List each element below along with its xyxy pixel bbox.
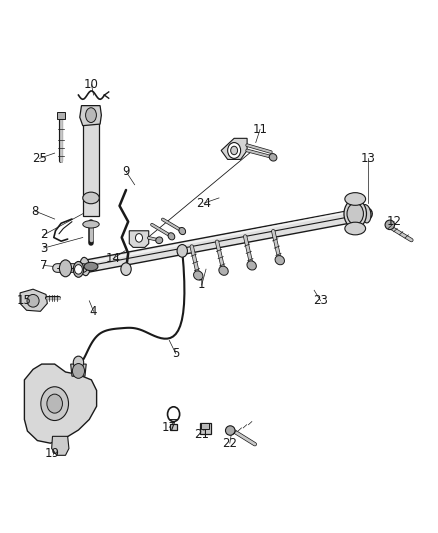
Ellipse shape: [83, 221, 99, 228]
Ellipse shape: [361, 205, 371, 223]
Bar: [200, 423, 211, 434]
Text: 19: 19: [45, 447, 60, 460]
Circle shape: [177, 245, 187, 257]
Bar: [201, 423, 209, 430]
Text: 24: 24: [196, 197, 212, 209]
Polygon shape: [71, 364, 86, 376]
Ellipse shape: [156, 237, 163, 244]
Text: 22: 22: [223, 437, 237, 450]
Circle shape: [228, 142, 240, 158]
Text: 4: 4: [90, 305, 97, 318]
Ellipse shape: [84, 262, 98, 271]
Text: 3: 3: [40, 241, 48, 255]
Text: 7: 7: [40, 259, 48, 272]
Ellipse shape: [344, 199, 367, 228]
Bar: [57, 112, 66, 119]
Ellipse shape: [85, 108, 96, 123]
Circle shape: [231, 146, 237, 155]
Text: 14: 14: [106, 252, 120, 265]
Text: 1: 1: [198, 278, 205, 292]
Bar: [83, 122, 99, 216]
Text: 11: 11: [253, 123, 268, 136]
Ellipse shape: [345, 222, 366, 235]
Text: 10: 10: [84, 78, 99, 91]
Ellipse shape: [60, 260, 71, 277]
Text: 23: 23: [313, 294, 328, 308]
Ellipse shape: [80, 257, 90, 276]
Polygon shape: [52, 437, 69, 455]
Bar: [170, 424, 177, 430]
Ellipse shape: [247, 261, 256, 270]
Text: 21: 21: [194, 427, 209, 441]
Ellipse shape: [385, 220, 395, 230]
Text: 13: 13: [361, 152, 376, 165]
Ellipse shape: [73, 262, 84, 277]
Polygon shape: [25, 364, 97, 443]
Polygon shape: [129, 231, 149, 247]
Ellipse shape: [345, 192, 366, 205]
Ellipse shape: [194, 271, 203, 280]
Circle shape: [41, 387, 68, 421]
Circle shape: [47, 394, 63, 413]
Text: 8: 8: [32, 205, 39, 217]
Ellipse shape: [27, 294, 39, 307]
Ellipse shape: [83, 192, 99, 204]
Circle shape: [135, 233, 142, 242]
Ellipse shape: [168, 233, 175, 240]
Polygon shape: [221, 139, 247, 159]
Text: 15: 15: [17, 294, 32, 308]
Circle shape: [121, 263, 131, 276]
Ellipse shape: [226, 426, 235, 435]
Text: 9: 9: [122, 165, 130, 178]
Text: 25: 25: [32, 152, 47, 165]
Polygon shape: [80, 106, 101, 126]
Ellipse shape: [275, 256, 284, 265]
Ellipse shape: [269, 154, 277, 161]
Ellipse shape: [347, 203, 364, 224]
Circle shape: [74, 264, 82, 274]
Ellipse shape: [179, 228, 186, 235]
Polygon shape: [20, 289, 47, 311]
Circle shape: [73, 356, 84, 369]
Text: 2: 2: [40, 228, 48, 241]
Text: 17: 17: [162, 421, 177, 434]
Text: 5: 5: [172, 347, 180, 360]
Circle shape: [72, 364, 85, 378]
Ellipse shape: [219, 266, 228, 276]
Text: 12: 12: [387, 215, 402, 228]
